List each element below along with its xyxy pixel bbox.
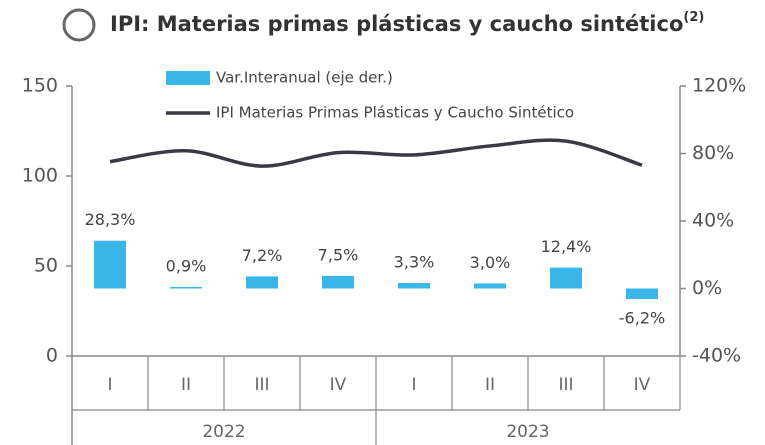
legend-label: IPI Materias Primas Plásticas y Caucho S… bbox=[216, 104, 574, 122]
group-label: 2022 bbox=[202, 422, 245, 442]
data-label: 7,2% bbox=[242, 246, 283, 265]
data-label: 3,3% bbox=[394, 252, 435, 271]
bar bbox=[322, 275, 354, 289]
bar bbox=[626, 288, 658, 299]
bar bbox=[474, 283, 506, 289]
data-label: -6,2% bbox=[619, 308, 665, 327]
x-tick-label: II bbox=[181, 375, 191, 395]
line bbox=[109, 138, 643, 168]
y-tick-label: 100 bbox=[22, 165, 58, 187]
bar bbox=[170, 286, 202, 289]
bar bbox=[550, 267, 582, 289]
legend-swatch bbox=[166, 71, 210, 85]
bar bbox=[246, 276, 278, 289]
x-tick-label: III bbox=[254, 375, 269, 395]
title-note: (2) bbox=[683, 10, 704, 25]
y2-tick-label: 40% bbox=[692, 210, 734, 232]
x-tick-label: II bbox=[485, 375, 495, 395]
data-label: 28,3% bbox=[85, 210, 136, 229]
data-label: 0,9% bbox=[166, 256, 207, 275]
group-label: 2023 bbox=[506, 422, 549, 442]
x-tick-label: I bbox=[107, 375, 112, 395]
data-label: 12,4% bbox=[541, 237, 592, 256]
y-tick-label: 0 bbox=[46, 345, 58, 367]
y-tick-label: 50 bbox=[34, 255, 58, 277]
chart-title: IPI: Materias primas plásticas y caucho … bbox=[110, 10, 704, 37]
title-text: IPI: Materias primas plásticas y caucho … bbox=[110, 12, 683, 36]
x-tick-label: I bbox=[411, 375, 416, 395]
data-label: 7,5% bbox=[318, 245, 359, 264]
x-tick-label: IV bbox=[634, 375, 651, 395]
y2-tick-label: 120% bbox=[692, 75, 746, 97]
y2-tick-label: -40% bbox=[692, 345, 741, 367]
y2-tick-label: 0% bbox=[692, 277, 722, 299]
x-tick-label: III bbox=[558, 375, 573, 395]
bar bbox=[94, 240, 126, 289]
x-tick-label: IV bbox=[330, 375, 347, 395]
bar bbox=[398, 282, 430, 289]
y-tick-label: 150 bbox=[22, 75, 58, 97]
title-icon bbox=[62, 8, 96, 42]
legend-label: Var.Interanual (eje der.) bbox=[216, 69, 393, 87]
y2-tick-label: 80% bbox=[692, 142, 734, 164]
data-label: 3,0% bbox=[470, 253, 511, 272]
